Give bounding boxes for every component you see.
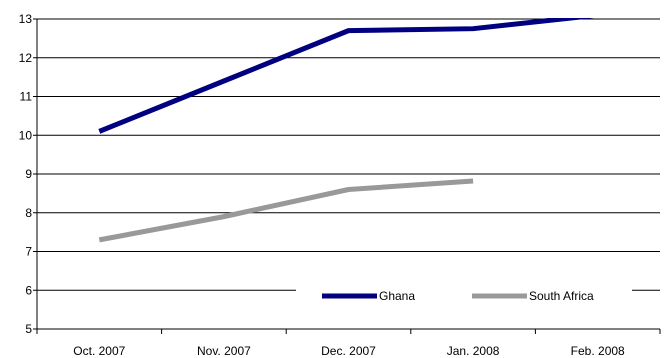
x-tick-label: Nov. 2007 (197, 344, 251, 358)
gridlines (33, 18, 660, 330)
y-tick-label: 7 (25, 245, 32, 259)
series-lines (98, 18, 595, 243)
y-tick-label: 9 (25, 167, 32, 181)
y-tick-label: 12 (19, 51, 33, 65)
y-tick-label: 5 (25, 322, 32, 336)
legend-label: Ghana (379, 289, 415, 303)
x-tick-label: Jan. 2008 (447, 344, 500, 358)
y-tick-label: 6 (25, 283, 32, 297)
y-tick-label: 8 (25, 206, 32, 220)
x-tick-label: Dec. 2007 (321, 344, 376, 358)
series-line-ghana (98, 18, 595, 134)
x-tick-label: Oct. 2007 (73, 344, 125, 358)
x-axis-tick-labels: Oct. 2007 Nov. 2007 Dec. 2007 Jan. 2008 Feb.… (36, 329, 661, 358)
series-line-south-africa (98, 178, 474, 243)
y-axis-tick-labels: 5 6 7 8 9 10 11 12 13 (19, 12, 33, 336)
y-tick-label: 10 (19, 128, 33, 142)
legend: Ghana South Africa (296, 280, 632, 312)
x-tick-label: Feb. 2008 (571, 344, 625, 358)
y-tick-label: 13 (19, 12, 33, 26)
legend-label: South Africa (529, 289, 594, 303)
y-tick-label: 11 (20, 90, 33, 104)
